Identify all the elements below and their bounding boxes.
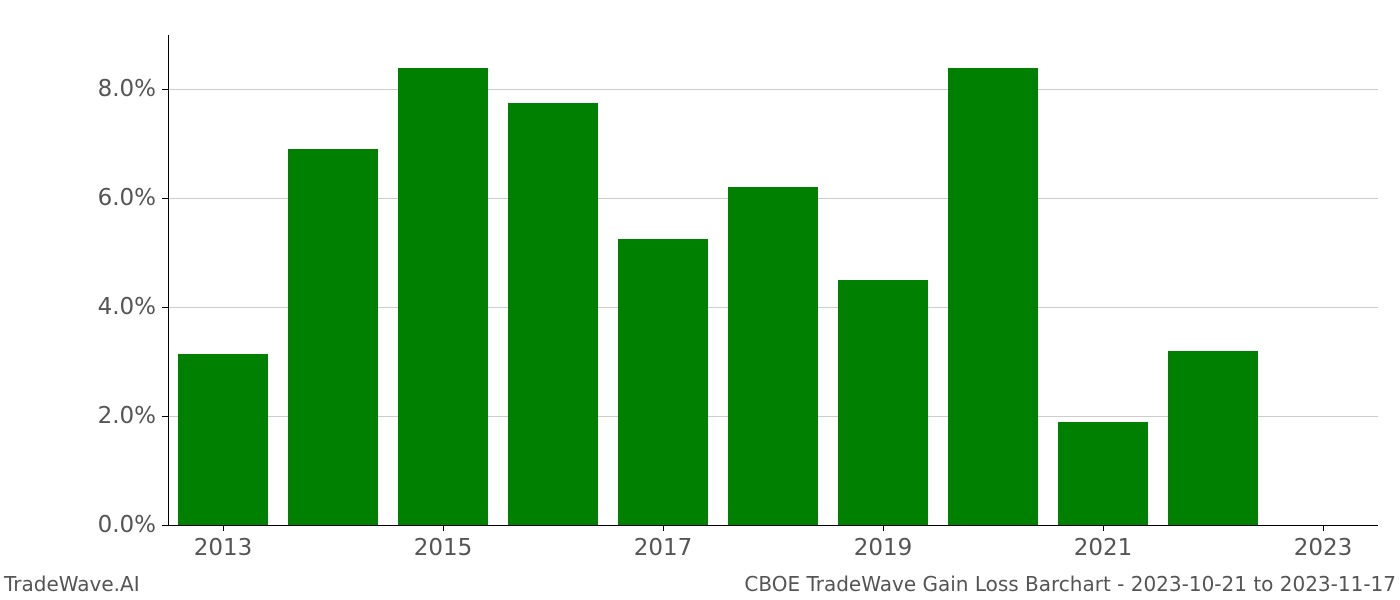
bar (178, 354, 268, 526)
bar (618, 239, 708, 525)
y-tick-label: 8.0% (98, 76, 156, 102)
y-tick-mark (162, 89, 168, 90)
x-tick-label: 2015 (414, 535, 473, 561)
footer-left-text: TradeWave.AI (4, 572, 140, 596)
bar (398, 68, 488, 525)
footer-right-text: CBOE TradeWave Gain Loss Barchart - 2023… (744, 572, 1396, 596)
bar (1168, 351, 1258, 525)
x-tick-mark (223, 525, 224, 531)
y-tick-mark (162, 416, 168, 417)
y-tick-label: 4.0% (98, 294, 156, 320)
y-tick-mark (162, 198, 168, 199)
x-tick-mark (1103, 525, 1104, 531)
y-tick-mark (162, 307, 168, 308)
x-tick-label: 2023 (1294, 535, 1353, 561)
gridline (168, 89, 1378, 90)
x-tick-label: 2013 (194, 535, 253, 561)
bar (1058, 422, 1148, 525)
axis-spine-bottom (168, 525, 1378, 526)
x-tick-mark (663, 525, 664, 531)
y-tick-label: 6.0% (98, 185, 156, 211)
bar (288, 149, 378, 525)
x-tick-label: 2021 (1074, 535, 1133, 561)
x-tick-label: 2019 (854, 535, 913, 561)
bar (728, 187, 818, 525)
x-tick-mark (443, 525, 444, 531)
x-tick-mark (883, 525, 884, 531)
y-tick-label: 2.0% (98, 403, 156, 429)
y-tick-label: 0.0% (98, 512, 156, 538)
axis-spine-left (168, 35, 169, 525)
x-tick-label: 2017 (634, 535, 693, 561)
bar (508, 103, 598, 525)
chart-container: 0.0% 2.0% 4.0% 6.0% 8.0% 2013 2015 2017 2019 202… (0, 0, 1400, 600)
x-tick-mark (1323, 525, 1324, 531)
bar (948, 68, 1038, 525)
y-tick-mark (162, 525, 168, 526)
bar (838, 280, 928, 525)
